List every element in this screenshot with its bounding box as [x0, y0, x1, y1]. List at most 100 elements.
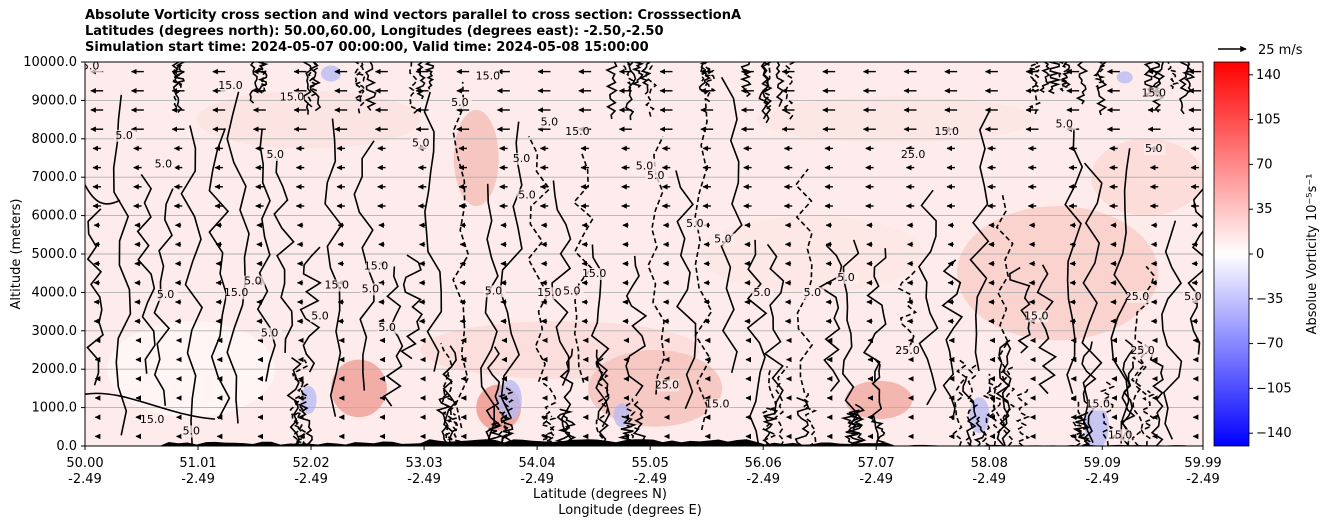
- contour-label: 15.0: [934, 125, 959, 138]
- field-negative-patch: [320, 65, 341, 82]
- x-tick-label-latitude: 51.01: [179, 456, 216, 471]
- contour-line: [226, 91, 250, 424]
- contour-line: [841, 239, 860, 428]
- contour-line: [964, 363, 979, 446]
- contour-label-bg: [1182, 291, 1203, 304]
- contour-label-bg: [903, 149, 926, 161]
- title-line-1: Absolute Vorticity cross section and win…: [85, 8, 742, 23]
- contour-label-bg: [936, 125, 959, 138]
- contour-label-bg: [242, 275, 265, 288]
- contour-label-bg: [85, 62, 103, 73]
- contour-line: [870, 419, 886, 446]
- contour-line: [973, 416, 986, 446]
- colorbar-tick-label: −140: [1256, 426, 1292, 441]
- contour-line: [1121, 339, 1136, 446]
- contour-label: 5.0: [378, 321, 396, 334]
- contour-line: [775, 62, 785, 107]
- field-patch: [196, 90, 421, 149]
- contour-line: [1181, 62, 1196, 93]
- contour-label-bg: [752, 287, 775, 300]
- contour-label-bg: [1054, 118, 1077, 131]
- x-tick-label-latitude: 53.03: [405, 456, 442, 471]
- title-line-2: Latitudes (degrees north): 50.00,60.00, …: [85, 24, 664, 39]
- x-axis-label-longitude: Longitude (degrees E): [558, 503, 702, 518]
- contour-line: [1081, 162, 1103, 444]
- title-line-3: Simulation start time: 2024-05-07 00:00:…: [85, 40, 649, 55]
- contour-line: [1028, 62, 1040, 93]
- contour-line: [761, 62, 773, 110]
- contour-line: [551, 180, 572, 386]
- y-tick-label: 10000.0: [23, 55, 77, 70]
- y-tick-label: 4000.0: [32, 285, 78, 300]
- colorbar-tick-label: 70: [1256, 157, 1273, 172]
- field-negative-patch: [1116, 71, 1133, 84]
- contour-line: [763, 243, 785, 415]
- contour-label-bg: [360, 283, 383, 296]
- contour-label-bg: [517, 189, 540, 202]
- contour-line: [992, 194, 1014, 424]
- vector-key-label: 25 m/s: [1258, 43, 1303, 58]
- contour-label-bg: [897, 344, 920, 357]
- contour-line: [847, 409, 865, 446]
- contour-line: [962, 375, 977, 446]
- field-patch: [755, 96, 1036, 143]
- contour-line: [630, 62, 645, 89]
- contour-line: [995, 340, 1012, 446]
- contour-label-bg: [153, 158, 176, 171]
- field-patch: [957, 206, 1159, 341]
- colorbar: [1213, 61, 1250, 447]
- x-tick-label-latitude: 50.00: [66, 456, 103, 471]
- contour-label: 15.0: [280, 90, 305, 103]
- contour-label: 5.0: [686, 217, 704, 230]
- contour-label-bg: [1143, 87, 1166, 100]
- contour-line: [1161, 220, 1183, 440]
- contour-line: [353, 62, 366, 114]
- contour-line: [435, 395, 452, 446]
- contour-line: [308, 62, 322, 112]
- colorbar-label: Absolue Vorticity 10⁻⁵s⁻¹: [1305, 174, 1320, 335]
- contour-line: [761, 62, 773, 124]
- contour-label: 5.0: [1145, 142, 1163, 155]
- x-tick-label-longitude: -2.49: [972, 472, 1006, 487]
- contour-line: [969, 111, 990, 372]
- contour-label-bg: [684, 218, 707, 231]
- contour-line: [1096, 62, 1108, 116]
- contour-line: [173, 62, 185, 87]
- contour-label: 25.0: [1125, 290, 1150, 303]
- contour-label: 15.0: [705, 398, 730, 411]
- colorbar-tick-label: −70: [1256, 337, 1283, 352]
- contour-line: [1061, 62, 1071, 87]
- contour-label-bg: [511, 152, 534, 165]
- contour-line: [383, 266, 404, 407]
- contour-line: [622, 62, 635, 92]
- x-tick-label-latitude: 59.99: [1184, 456, 1221, 471]
- contour-label: 5.0: [183, 424, 201, 437]
- contour-line: [289, 373, 304, 446]
- contour-line: [299, 246, 322, 373]
- contour-line: [408, 62, 420, 114]
- contour-line: [1069, 397, 1085, 446]
- x-tick-label-latitude: 56.06: [745, 456, 782, 471]
- contour-line: [1028, 62, 1042, 115]
- contour-label-bg: [449, 97, 472, 110]
- contour-label-bg: [836, 271, 859, 284]
- contour-label-bg: [656, 379, 679, 392]
- colorbar-tick-label: 0: [1256, 247, 1264, 262]
- contour-label-bg: [365, 260, 388, 273]
- contour-label: 5.0: [714, 232, 732, 245]
- contour-line: [1081, 341, 1097, 446]
- colorbar-tick-label: 105: [1256, 113, 1281, 128]
- contour-line: [1092, 62, 1107, 90]
- contour-label: 5.0: [647, 169, 665, 182]
- field-patch: [330, 359, 387, 418]
- contour-label: 5.0: [485, 284, 503, 297]
- contour-line: [501, 415, 515, 446]
- contour-label: 5.0: [362, 282, 380, 295]
- contour-line: [1178, 62, 1190, 115]
- contour-label: 15.0: [140, 413, 165, 426]
- contour-line: [297, 401, 313, 446]
- contour-line: [554, 408, 574, 446]
- contour-line: [444, 412, 461, 446]
- contour-label-bg: [114, 129, 137, 142]
- contour-label: 15.0: [218, 79, 243, 92]
